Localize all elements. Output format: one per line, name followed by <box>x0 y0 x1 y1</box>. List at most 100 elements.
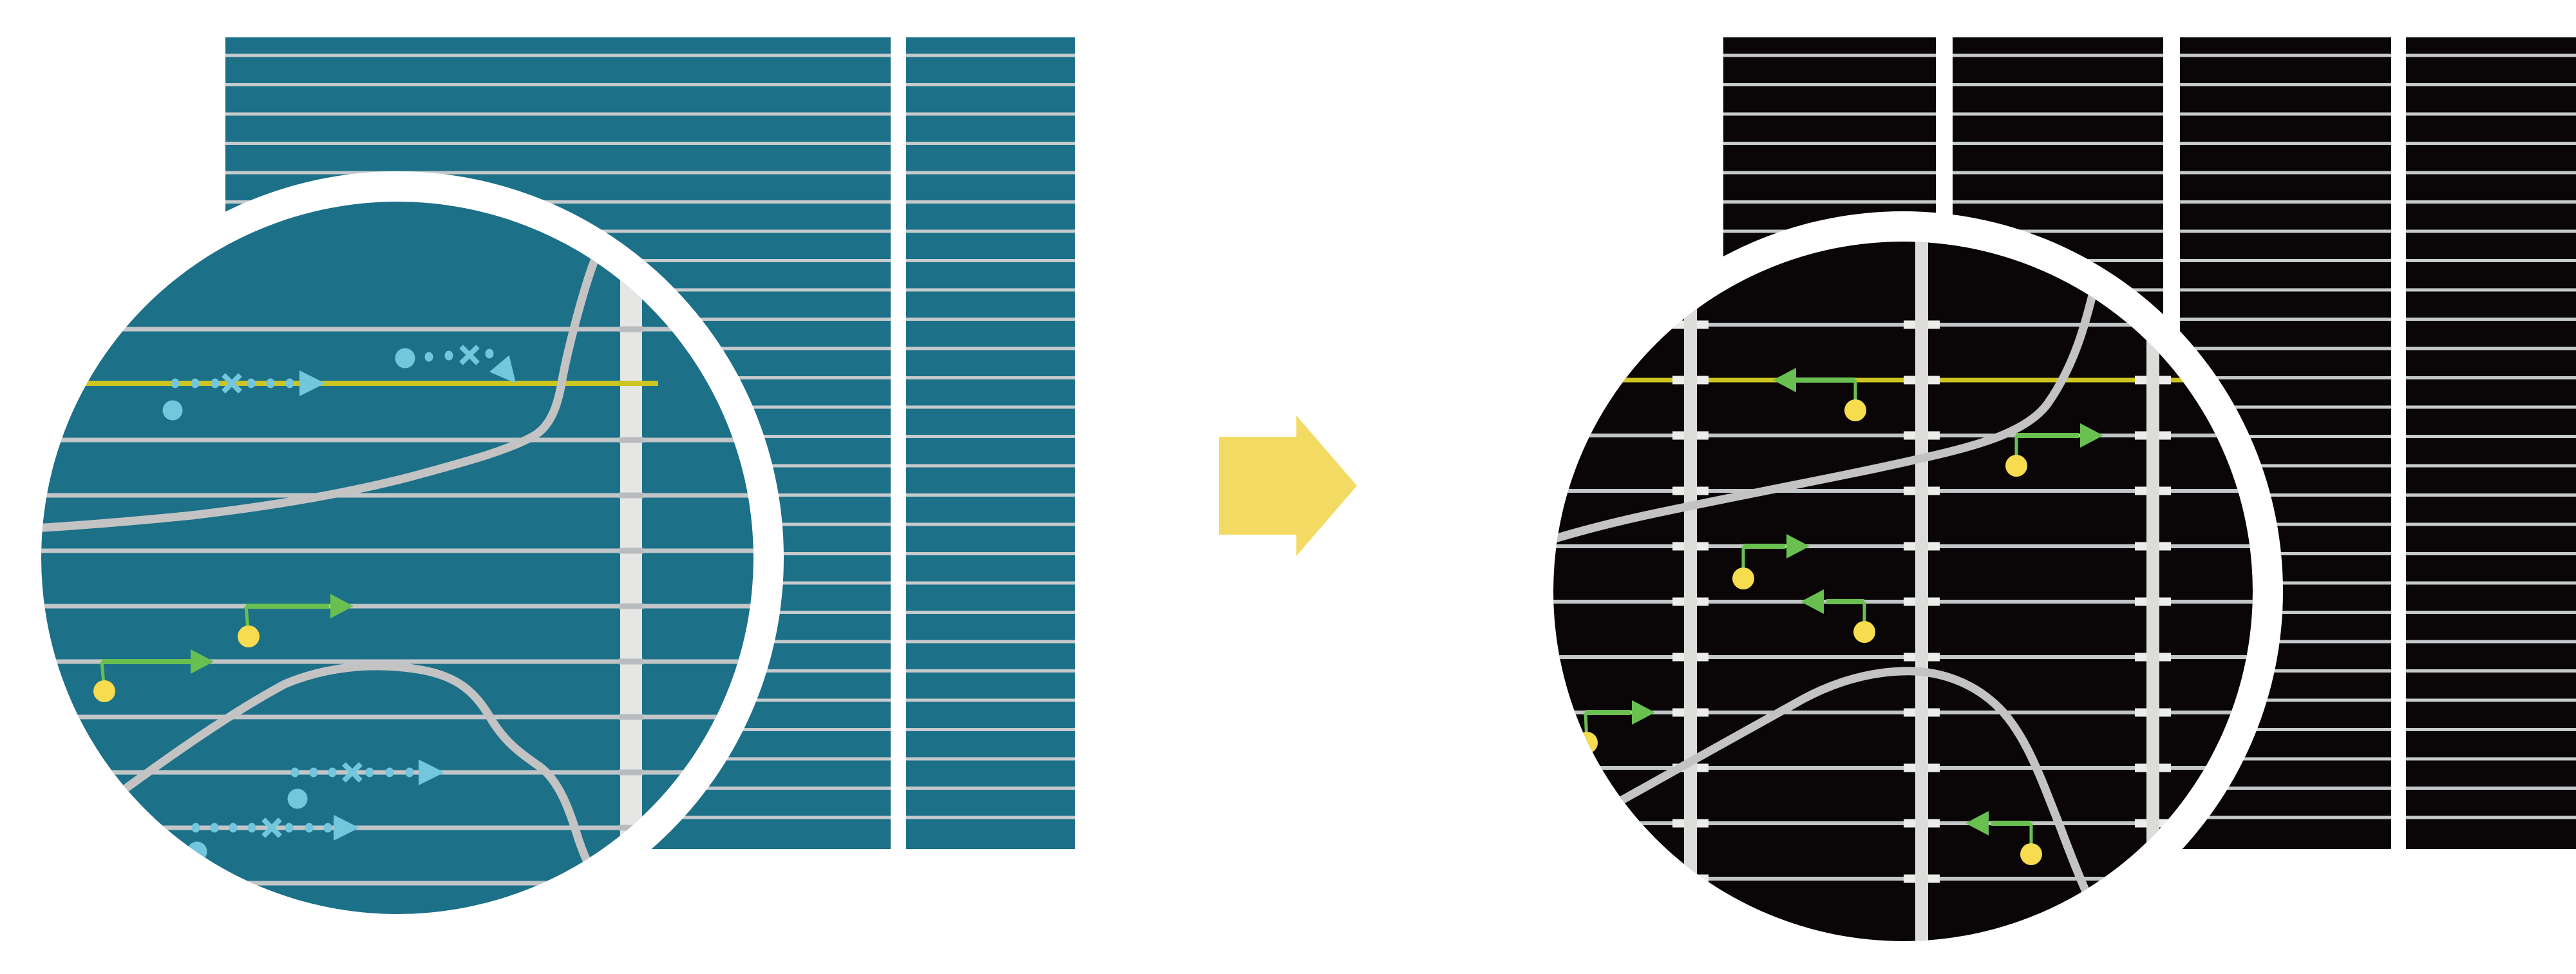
finger-line <box>1953 142 2163 145</box>
collected-carrier-path <box>1732 534 1810 589</box>
finger-line <box>906 376 1075 379</box>
finger-line <box>1953 171 2163 175</box>
blocked-carrier-path <box>162 370 325 421</box>
path-dot <box>247 378 256 388</box>
path-dot <box>323 823 332 833</box>
finger-line <box>2406 581 2576 585</box>
hole-dot <box>1844 399 1866 421</box>
finger-line <box>2180 112 2391 116</box>
cell-column <box>906 37 1075 849</box>
finger-line <box>2406 318 2576 321</box>
finger-line <box>2180 640 2391 644</box>
arrowhead-icon <box>1801 589 1824 614</box>
path-dot <box>328 767 337 778</box>
finger-line <box>1553 766 2253 770</box>
collected-carrier-path <box>2005 423 2103 477</box>
finger-line <box>906 347 1075 350</box>
finger-line <box>1723 83 1936 86</box>
finger-line <box>906 552 1075 555</box>
transform-arrow-icon <box>1219 415 1357 556</box>
path-dot <box>191 378 200 388</box>
finger-line <box>225 83 891 86</box>
hole-dot <box>238 625 260 647</box>
finger-line <box>2180 200 2391 204</box>
arrow-shaft <box>246 604 329 609</box>
finger-line <box>41 770 753 775</box>
finger-line <box>906 318 1075 321</box>
finger-line <box>2406 229 2576 233</box>
finger-line <box>2180 229 2391 233</box>
path-dot <box>365 767 374 778</box>
finger-line <box>225 171 891 175</box>
finger-line <box>2406 112 2576 116</box>
finger-line <box>41 825 753 830</box>
finger-line <box>906 669 1075 673</box>
finger-line <box>906 728 1075 731</box>
finger-line <box>2406 757 2576 761</box>
finger-line <box>2180 171 2391 175</box>
finger-line <box>2180 347 2391 350</box>
grain-boundary <box>41 253 600 533</box>
finger-line <box>2406 464 2576 468</box>
collected-carrier-path <box>93 649 214 702</box>
finger-line <box>1553 489 2253 493</box>
finger-line <box>1953 53 2163 57</box>
finger-line <box>2406 552 2576 555</box>
busbar-finger-crossing <box>619 714 643 720</box>
path-dot <box>309 767 318 778</box>
path-dot <box>424 352 433 362</box>
finger-line <box>906 288 1075 292</box>
finger-line <box>1723 53 1936 57</box>
finger-line <box>2180 581 2391 585</box>
finger-line <box>2406 669 2576 673</box>
finger-line <box>2406 200 2576 204</box>
finger-line <box>225 112 891 116</box>
finger-line <box>2180 464 2391 468</box>
finger-line <box>1553 544 2253 548</box>
finger-line <box>41 714 753 720</box>
finger-line <box>2406 347 2576 350</box>
path-dot <box>191 823 200 833</box>
path-dot <box>229 823 238 833</box>
busbar-finger-crossing <box>619 603 643 609</box>
finger-line <box>225 142 891 145</box>
finger-line <box>2180 522 2391 526</box>
finger-line <box>2180 405 2391 409</box>
busbar-finger-crossing <box>619 492 643 499</box>
arrowhead-icon <box>1786 534 1810 559</box>
busbar-finger-crossing <box>619 437 643 443</box>
recombination-x-icon <box>459 345 480 365</box>
finger-line <box>2180 142 2391 145</box>
busbar <box>1684 242 1697 941</box>
finger-line <box>1723 171 1936 175</box>
finger-line <box>2406 53 2576 57</box>
finger-line <box>1553 711 2253 714</box>
finger-line <box>1723 200 1936 204</box>
finger-line <box>906 698 1075 702</box>
finger-line <box>906 787 1075 790</box>
finger-line <box>1953 200 2163 204</box>
finger-line <box>906 816 1075 819</box>
finger-line <box>1553 600 2253 604</box>
finger-line <box>2406 142 2576 145</box>
electron-dot <box>395 348 415 368</box>
arrow-shaft <box>102 659 193 664</box>
finger-line <box>2406 405 2576 409</box>
arrowhead-icon <box>1632 700 1655 725</box>
grain-boundary <box>1553 266 2103 547</box>
arrow-shaft <box>1991 821 2031 826</box>
yellow-highlight-finger <box>1553 377 2253 383</box>
finger-line <box>2406 522 2576 526</box>
finger-line <box>1553 323 2253 327</box>
path-dot <box>444 350 453 361</box>
path-dot <box>211 378 220 388</box>
arrow-shaft <box>1826 599 1864 604</box>
finger-line <box>1723 142 1936 145</box>
yellow-highlight-finger <box>41 381 658 386</box>
finger-line <box>41 548 753 553</box>
finger-line <box>41 659 753 664</box>
blocked-carrier-path <box>395 345 516 383</box>
finger-line <box>906 83 1075 86</box>
